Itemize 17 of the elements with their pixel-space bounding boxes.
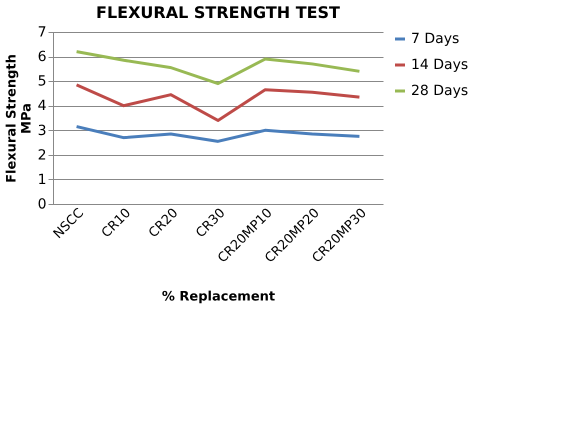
y-tick-label: 0: [38, 196, 46, 212]
line-series: [75, 50, 361, 86]
legend-label: 7 Days: [411, 31, 460, 47]
y-tick-label: 6: [38, 49, 47, 66]
y-tick-label: 5: [38, 74, 46, 90]
y-axis-title: Flexural Strength MPa: [4, 54, 35, 183]
x-axis-title: % Replacement: [162, 289, 276, 304]
line-series: [75, 125, 361, 143]
y-tick-label: 1: [38, 172, 46, 188]
y-tick-label: 7: [38, 24, 46, 40]
y-tick-label: 4: [38, 98, 47, 114]
line-series: [75, 83, 361, 122]
y-tick-label: 3: [38, 122, 46, 139]
chart-title: FLEXURAL STRENGTH TEST: [96, 3, 340, 22]
legend-label: 28 Days: [411, 83, 468, 99]
y-tick-label: 2: [38, 147, 46, 164]
legend-label: 14 Days: [411, 57, 468, 73]
